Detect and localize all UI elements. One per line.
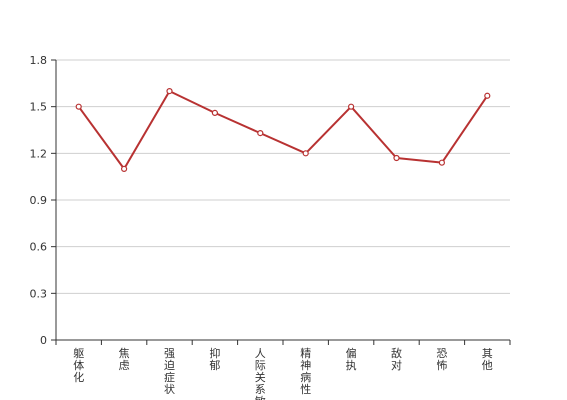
x-tick-label: 人际关系敏感 (255, 347, 266, 400)
x-tick-label: 偏执 (346, 346, 357, 372)
data-point[interactable] (257, 130, 264, 137)
y-tick-label: 1.8 (30, 54, 48, 67)
data-point[interactable] (211, 109, 218, 116)
data-point[interactable] (484, 92, 491, 99)
data-point[interactable] (438, 159, 445, 166)
y-tick-label: 1.5 (30, 101, 48, 114)
data-point[interactable] (166, 88, 173, 95)
x-tick-label: 恐怖 (436, 347, 447, 372)
y-tick-label: 0.3 (30, 287, 48, 300)
data-point[interactable] (393, 154, 400, 162)
axes (51, 59, 511, 345)
x-tick-label: 敌对 (391, 346, 402, 372)
x-tick-label: 强迫症状 (164, 347, 175, 396)
data-point[interactable] (120, 165, 128, 172)
x-tick-label: 其他 (482, 347, 493, 372)
data-point[interactable] (348, 103, 355, 110)
x-tick-label: 精神病性 (300, 347, 311, 396)
y-tick-label: 1.2 (30, 147, 48, 160)
y-tick-label: 0 (40, 334, 47, 347)
data-point[interactable] (302, 150, 309, 157)
grid (56, 59, 510, 294)
y-tick-label: 0.9 (30, 194, 48, 207)
data-point[interactable] (75, 103, 82, 110)
x-tick-label: 焦虑 (119, 347, 130, 372)
x-tick-label: 躯体化 (73, 347, 84, 384)
series-layer (75, 88, 491, 172)
y-tick-label: 0.6 (30, 241, 48, 254)
x-tick-label: 抑郁 (209, 346, 220, 372)
series-line (77, 90, 489, 170)
tick-labels: 0 0.3 0.6 0.9 1.2 1.5 1.8 躯体化 焦虑 强迫症状 抑郁 人际关系敏感 精神病性… (30, 54, 493, 400)
